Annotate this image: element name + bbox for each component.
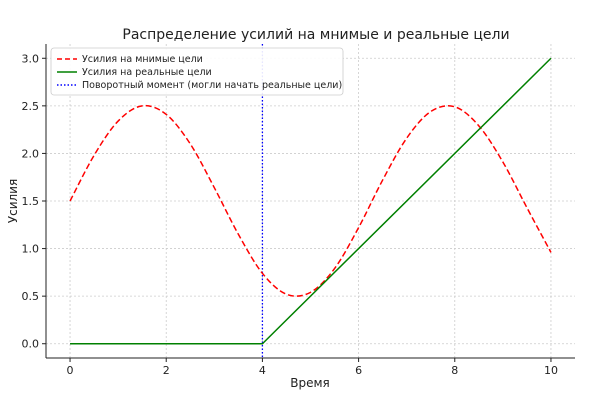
x-axis-label: Время	[290, 376, 330, 390]
y-tick-label: 3.0	[22, 52, 40, 65]
legend-label-turning-point: Поворотный момент (могли начать реальные…	[82, 80, 342, 91]
legend-label-imaginary: Усилия на мнимые цели	[82, 54, 203, 65]
x-tick-label: 6	[355, 364, 362, 377]
y-tick-label: 2.5	[22, 100, 40, 113]
x-tick-label: 10	[544, 364, 558, 377]
y-tick-label: 1.0	[22, 243, 40, 256]
x-tick-label: 2	[163, 364, 170, 377]
x-tick-label: 0	[67, 364, 74, 377]
x-tick-label: 4	[259, 364, 266, 377]
legend: Усилия на мнимые цели Усилия на реальные…	[50, 47, 344, 96]
y-axis-label: Усилия	[6, 179, 20, 223]
series-line-imaginary-goals	[69, 104, 552, 297]
y-tick-label: 0.5	[22, 290, 40, 303]
legend-label-real: Усилия на реальные цели	[82, 67, 212, 78]
series-layer	[69, 44, 552, 358]
series-line-real-goals	[70, 57, 552, 345]
y-tick-label: 1.5	[22, 195, 40, 208]
legend-box	[50, 47, 344, 96]
y-tick-label: 0.0	[22, 338, 40, 351]
x-tick-label: 8	[451, 364, 458, 377]
ticks: 0 2 4 6 8 10 0.0 0.5 1.0 1.5 2.0 2.5 3.0	[22, 52, 558, 377]
chart-title: Распределение усилий на мнимые и реальны…	[122, 27, 509, 43]
y-tick-label: 2.0	[22, 147, 40, 160]
